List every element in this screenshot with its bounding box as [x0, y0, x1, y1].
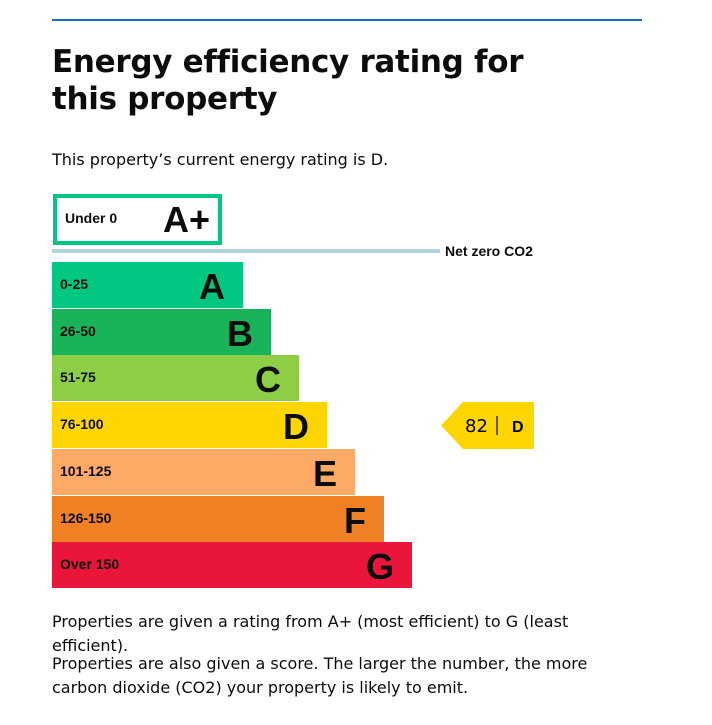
rating-letter: D — [512, 419, 524, 436]
band-range: Under 0 — [65, 210, 118, 226]
net-zero-line — [52, 249, 440, 253]
band-letter: A+ — [162, 199, 210, 240]
rating-score: 82 — [465, 416, 488, 437]
band-range: 26-50 — [60, 323, 96, 339]
band-letter: G — [365, 546, 394, 587]
band-letter: B — [227, 313, 253, 354]
net-zero-label: Net zero CO2 — [445, 243, 533, 259]
top-rule — [52, 19, 642, 21]
band-letter: F — [344, 500, 366, 541]
note: Properties are also given a score. The l… — [52, 654, 588, 697]
band-letter: C — [255, 359, 281, 400]
band-range: 0-25 — [60, 276, 89, 292]
band-a-plus: Under 0 A+ — [53, 194, 222, 245]
band: 126-150 F — [52, 496, 384, 542]
band-range: 101-125 — [60, 463, 112, 479]
band-letter: A — [199, 266, 225, 307]
band-range: 76-100 — [60, 416, 104, 432]
band: 76-100 D — [52, 402, 327, 448]
band: Over 150 G — [52, 542, 412, 588]
band: 101-125 E — [52, 449, 355, 495]
band: 26-50 B — [52, 309, 271, 355]
band-range: Over 150 — [60, 556, 120, 572]
band: 51-75 C — [52, 355, 299, 401]
note: Properties are given a rating from A+ (m… — [52, 612, 569, 655]
current-rating: 82 D — [441, 402, 534, 449]
band-range: 126-150 — [60, 510, 112, 526]
band: 0-25 A — [52, 262, 243, 308]
band-range: 51-75 — [60, 369, 96, 385]
intro: This property’s current energy rating is… — [52, 150, 389, 169]
band-letter: D — [283, 406, 309, 447]
rating-arrow — [441, 402, 534, 449]
title: Energy efficiency rating for this proper… — [52, 44, 524, 117]
band-letter: E — [312, 453, 337, 494]
